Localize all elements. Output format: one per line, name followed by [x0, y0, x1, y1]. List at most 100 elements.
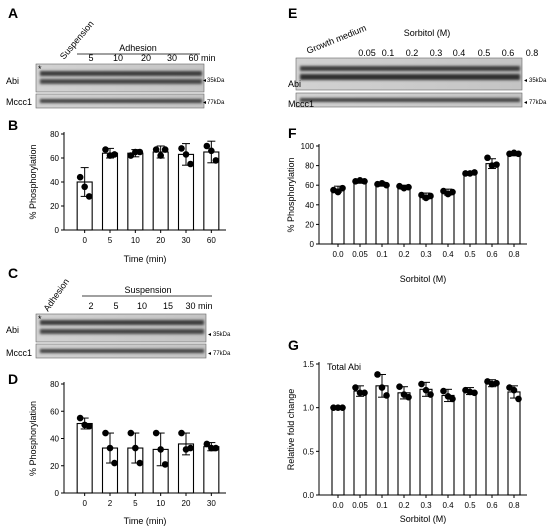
point-b-5-1: [208, 147, 215, 155]
point-g-4-1: [422, 386, 430, 394]
blot-e-arrow-35: ◂: [524, 78, 527, 84]
bar-f-7: [485, 163, 499, 245]
point-b-0-0: [76, 173, 84, 181]
blot-a-arrow-35: ◂: [203, 78, 206, 84]
bar-d-0: [76, 422, 93, 494]
blot-e-abi: [295, 57, 523, 91]
panel-label-b: B: [8, 117, 18, 133]
blot-e-marker-77: 77kDa: [529, 100, 547, 106]
blot-e-header: Sorbitol (M): [404, 28, 451, 38]
blot-a-lane-1: 5: [88, 53, 93, 63]
blot-a-arrow-77: ◂: [203, 100, 206, 106]
blot-e-lane-7: 0.6: [502, 48, 515, 58]
bar-f-0: [331, 188, 345, 245]
bar-g-8: [507, 391, 521, 496]
xtick-label-d-1: 2: [108, 499, 113, 508]
blot-e-lane-3: 0.2: [406, 48, 419, 58]
bar-f-6: [463, 172, 477, 245]
ytick-label-d-1: 20: [50, 462, 59, 471]
point-g-2-0: [374, 371, 381, 378]
xtick-label-d-4: 20: [182, 499, 191, 508]
bar-b-5: [203, 151, 220, 231]
panel-label-e: E: [288, 5, 297, 21]
bar-f-2: [375, 183, 389, 245]
blot-c-band-abi: Abi: [6, 325, 19, 335]
point-d-5-0: [203, 440, 211, 448]
chart-g: G 0.0 0.5 1.0 1.5 0.0 0.05 0.1 0.2 0.3 0.4 0.5 0.6 0.…: [286, 337, 527, 524]
point-b-2-2: [136, 148, 144, 156]
xtick-label-f-8: 0.8: [508, 250, 520, 259]
blot-e-lane-6: 0.5: [478, 48, 491, 58]
ytick-label-b-2: 40: [50, 178, 59, 187]
ytick-label-g-2: 1.0: [303, 404, 315, 413]
point-d-1-1: [106, 444, 114, 452]
blot-e-lane-4: 0.3: [430, 48, 443, 58]
point-d-2-1: [132, 444, 139, 452]
point-d-4-2: [187, 444, 194, 452]
xtick-label-b-5: 60: [207, 236, 216, 245]
bar-g-4: [419, 388, 433, 496]
bar-d-5: [203, 446, 220, 494]
point-b-0-2: [85, 193, 93, 200]
point-f-6-2: [471, 169, 478, 176]
blot-a-band-mccc1: Mccc1: [6, 97, 32, 107]
ytick-label-b-1: 20: [50, 202, 59, 211]
panel-label-d: D: [8, 371, 18, 387]
blot-e-lane-5: 0.4: [453, 48, 466, 58]
blot-c-arrow-77: ◂: [208, 351, 211, 357]
xtick-label-f-0: 0.0: [332, 250, 344, 259]
blot-c-asterisk: *: [38, 314, 42, 324]
point-b-1-2: [111, 151, 118, 158]
xtick-label-g-5: 0.4: [442, 501, 454, 510]
ytick-label-f-3: 60: [305, 181, 314, 190]
blot-a-abi: [35, 63, 205, 93]
xtick-label-d-2: 5: [133, 499, 138, 508]
bar-b-1: [101, 152, 119, 231]
point-f-2-2: [383, 181, 390, 189]
point-b-5-2: [212, 157, 220, 164]
ylabel-d: % Phosphorylation: [28, 401, 38, 476]
point-d-5-2: [212, 444, 220, 452]
xtick-label-g-8: 0.8: [508, 501, 520, 510]
ytick-label-g-1: 0.5: [303, 447, 315, 456]
blot-c-lane-3: 10: [137, 301, 147, 311]
point-d-4-0: [178, 429, 185, 437]
blot-c-marker-77: 77kDa: [213, 351, 231, 357]
xtick-label-d-0: 0: [82, 499, 87, 508]
xlabel-d: Time (min): [124, 516, 167, 526]
ylabel-f: % Phosphorylation: [286, 157, 296, 232]
panel-label-g: G: [288, 337, 299, 353]
blot-c-marker-35: 35kDa: [213, 332, 231, 338]
bar-b-2: [127, 152, 144, 231]
point-g-0-2: [339, 404, 346, 411]
point-g-5-2: [449, 395, 456, 403]
point-b-4-0: [178, 145, 185, 152]
xtick-label-g-2: 0.1: [376, 501, 388, 510]
blot-a-marker-35: 35kDa: [207, 78, 225, 84]
point-f-4-2: [427, 192, 434, 200]
blot-c-lane-4: 15: [163, 301, 173, 311]
blot-a-lane-5: 60 min: [188, 53, 215, 63]
point-g-6-2: [471, 389, 478, 397]
point-f-7-0: [484, 154, 491, 162]
blot-a-header: Adhesion: [119, 43, 157, 53]
blot-a-asterisk: *: [38, 64, 42, 74]
xtick-label-g-1: 0.05: [352, 501, 368, 510]
chart-title-g: Total Abi: [327, 362, 361, 372]
blot-e-band-mccc1: Mccc1: [288, 99, 314, 109]
point-g-1-2: [361, 389, 368, 397]
blot-c-lane-1: 2: [88, 301, 93, 311]
xtick-label-f-1: 0.05: [352, 250, 368, 259]
ytick-label-d-2: 40: [50, 435, 59, 444]
point-b-3-1: [157, 152, 164, 159]
blot-e-band-abi: Abi: [288, 79, 301, 89]
point-d-3-1: [157, 446, 164, 453]
ytick-label-f-1: 20: [305, 220, 314, 229]
panel-label-c: C: [8, 265, 18, 281]
ytick-label-g-3: 1.5: [303, 360, 315, 369]
point-f-0-1: [334, 188, 342, 196]
point-f-5-2: [449, 188, 456, 196]
ytick-label-d-0: 0: [55, 489, 60, 498]
